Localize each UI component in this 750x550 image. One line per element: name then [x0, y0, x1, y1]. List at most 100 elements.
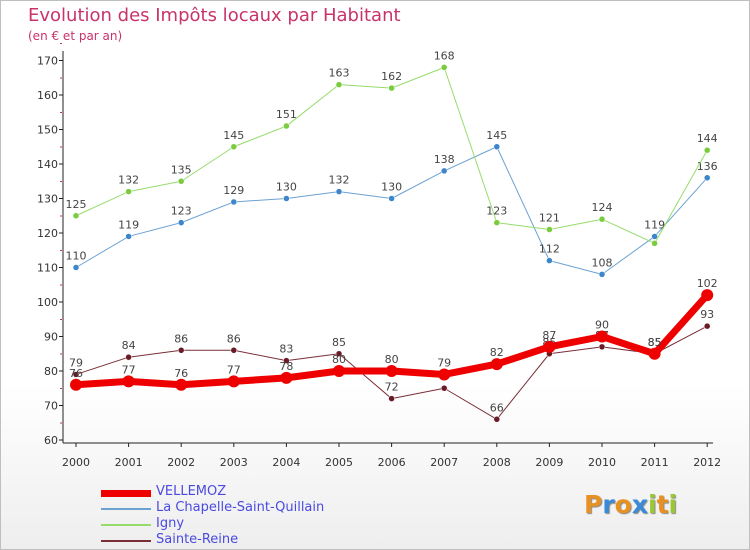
data-point — [651, 233, 658, 240]
data-point — [177, 178, 185, 185]
logo-letter: x — [631, 490, 648, 519]
y-tick-label: 130 — [37, 193, 58, 206]
legend-label: Sainte-Reine — [156, 532, 239, 547]
data-point — [230, 347, 238, 354]
data-label: 123 — [171, 205, 192, 218]
x-tick-label: 2000 — [62, 456, 90, 469]
legend-swatch — [101, 508, 151, 510]
data-label: 145 — [223, 129, 244, 142]
data-label: 82 — [490, 346, 504, 359]
legend-item: VELLEMOZ — [101, 484, 401, 501]
data-point — [177, 219, 185, 226]
data-point — [546, 226, 553, 233]
data-label: 87 — [542, 329, 556, 342]
data-point — [125, 353, 132, 361]
data-point — [283, 195, 290, 202]
data-point — [283, 122, 290, 130]
data-label: 79 — [437, 356, 451, 369]
data-point — [598, 215, 606, 223]
data-point — [651, 240, 658, 247]
data-label: 119 — [118, 218, 139, 231]
data-label: 85 — [648, 336, 662, 349]
x-tick-label: 2005 — [325, 456, 353, 469]
data-point — [280, 371, 293, 384]
data-label: 135 — [171, 163, 192, 176]
logo-letter: i — [668, 490, 678, 519]
logo-letter: P — [584, 490, 603, 519]
data-point — [493, 219, 501, 226]
data-point — [493, 416, 501, 423]
data-label: 80 — [332, 353, 346, 366]
x-tick-label: 2011 — [641, 456, 669, 469]
data-point — [703, 146, 711, 154]
legend-item: Sainte-Reine — [101, 532, 401, 549]
data-label: 136 — [697, 160, 718, 173]
data-point — [438, 368, 451, 381]
data-point — [385, 365, 398, 377]
x-tick-label: 2001 — [115, 456, 143, 469]
x-tick-label: 2004 — [272, 456, 300, 469]
y-tick-label: 60 — [44, 434, 58, 447]
data-point — [440, 64, 448, 71]
logo-letter: o — [614, 490, 632, 519]
data-point — [493, 143, 501, 150]
data-point — [125, 188, 132, 195]
data-label: 108 — [592, 256, 613, 269]
data-point — [703, 174, 711, 182]
x-tick-label: 2012 — [693, 456, 721, 469]
legend-swatch — [101, 540, 151, 542]
data-label: 85 — [332, 336, 346, 349]
data-label: 145 — [486, 129, 507, 142]
data-point — [388, 395, 395, 402]
chart-subtitle: (en € et par an) — [28, 29, 123, 43]
data-point — [703, 322, 711, 330]
data-point — [70, 378, 82, 391]
data-label: 112 — [539, 243, 560, 256]
data-point — [72, 212, 80, 219]
data-label: 123 — [486, 205, 507, 218]
data-label: 124 — [592, 201, 613, 214]
x-tick-label: 2009 — [535, 456, 563, 469]
logo-letter: i — [648, 490, 657, 519]
y-tick-label: 150 — [37, 124, 58, 137]
data-point — [546, 257, 553, 264]
data-label: 86 — [174, 332, 188, 345]
data-point — [230, 143, 238, 150]
y-tick-label: 140 — [37, 158, 58, 171]
legend-item: La Chapelle-Saint-Quillain — [101, 500, 401, 517]
x-tick-label: 2010 — [588, 456, 616, 469]
data-label: 84 — [122, 339, 136, 352]
legend-label: Igny — [156, 516, 185, 531]
y-tick-label: 80 — [44, 365, 58, 378]
data-point — [440, 385, 448, 392]
data-point — [388, 84, 395, 92]
y-tick-label: 110 — [37, 262, 58, 275]
data-label: 86 — [227, 332, 241, 345]
data-point — [596, 330, 608, 343]
proxiti-logo: Proxiti — [584, 490, 677, 519]
y-tick-label: 90 — [44, 331, 58, 344]
data-label: 78 — [279, 360, 293, 373]
data-label: 162 — [381, 70, 402, 83]
legend-label: VELLEMOZ — [156, 484, 227, 499]
legend-swatch — [101, 489, 151, 497]
data-point — [335, 81, 343, 88]
data-point — [283, 357, 290, 364]
data-point — [227, 375, 240, 388]
data-label: 83 — [279, 343, 293, 356]
data-label: 132 — [118, 174, 139, 187]
data-point — [598, 343, 606, 351]
data-label: 110 — [66, 250, 87, 263]
data-label: 121 — [539, 212, 560, 225]
data-point — [72, 264, 80, 271]
data-point — [177, 347, 185, 354]
y-tick-label: 160 — [37, 89, 58, 102]
x-tick-label: 2002 — [167, 456, 195, 469]
data-label: 132 — [329, 174, 350, 187]
data-point — [122, 375, 135, 388]
data-point — [543, 340, 556, 353]
data-label: 138 — [434, 153, 455, 166]
data-label: 76 — [174, 367, 188, 380]
logo-letter: r — [602, 490, 615, 519]
